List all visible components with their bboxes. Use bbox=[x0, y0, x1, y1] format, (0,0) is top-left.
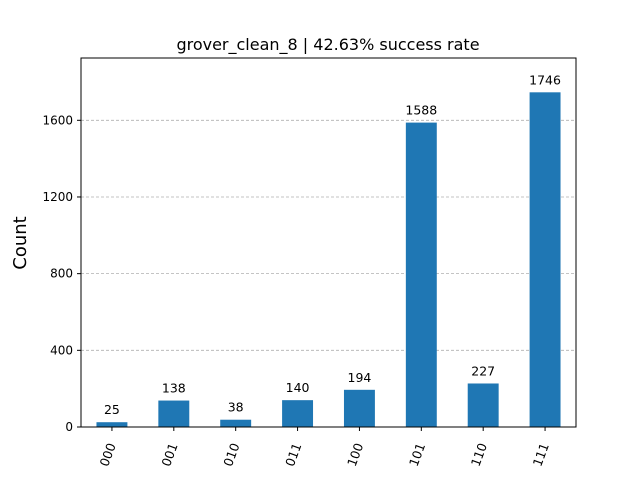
plot-frame bbox=[80, 57, 577, 428]
axes bbox=[77, 57, 577, 431]
x-tick-label-010: 010 bbox=[220, 441, 242, 469]
x-tick-label-000: 000 bbox=[97, 441, 119, 469]
bar-value-label: 138 bbox=[162, 381, 186, 396]
bar-value-label: 1588 bbox=[405, 103, 437, 118]
x-tick-label-101: 101 bbox=[406, 441, 428, 469]
bar-010 bbox=[220, 419, 252, 427]
x-tick-label-001: 001 bbox=[158, 441, 180, 469]
bar-100 bbox=[343, 389, 375, 427]
bar-value-label: 227 bbox=[471, 363, 495, 378]
bar-000 bbox=[96, 422, 128, 427]
bar-value-label: 1746 bbox=[529, 72, 561, 87]
y-tick-labels: 0 400 800 1200 1600 bbox=[42, 113, 73, 434]
x-tick-labels: 000 001 010 011 100 101 110 111 bbox=[97, 441, 552, 469]
bars bbox=[96, 92, 561, 428]
bar-011 bbox=[282, 400, 314, 427]
y-tick-label: 0 bbox=[65, 420, 73, 434]
y-tick-label: 800 bbox=[50, 267, 73, 281]
x-tick-label-111: 111 bbox=[530, 441, 552, 469]
y-tick-label: 400 bbox=[50, 343, 73, 357]
bar-001 bbox=[158, 400, 190, 427]
x-tick-label-110: 110 bbox=[468, 441, 490, 469]
bar-value-label: 140 bbox=[286, 380, 310, 395]
bar-value-label: 194 bbox=[348, 370, 372, 385]
x-tick-label-011: 011 bbox=[282, 441, 304, 469]
chart-title: grover_clean_8 | 42.63% success rate bbox=[176, 35, 479, 55]
y-tick-label: 1200 bbox=[42, 190, 73, 204]
y-tick-label: 1600 bbox=[42, 113, 73, 127]
bar-value-label: 25 bbox=[104, 402, 120, 417]
y-axis-label: Count bbox=[10, 216, 31, 269]
bar-101 bbox=[405, 122, 437, 427]
bar-value-labels: 25 138 38 140 194 1588 227 1746 bbox=[104, 72, 561, 417]
gridlines bbox=[81, 119, 576, 351]
bar-value-label: 38 bbox=[228, 400, 244, 415]
x-tick-label-100: 100 bbox=[344, 441, 366, 469]
bar-110 bbox=[467, 383, 499, 427]
bar-111 bbox=[529, 92, 561, 428]
